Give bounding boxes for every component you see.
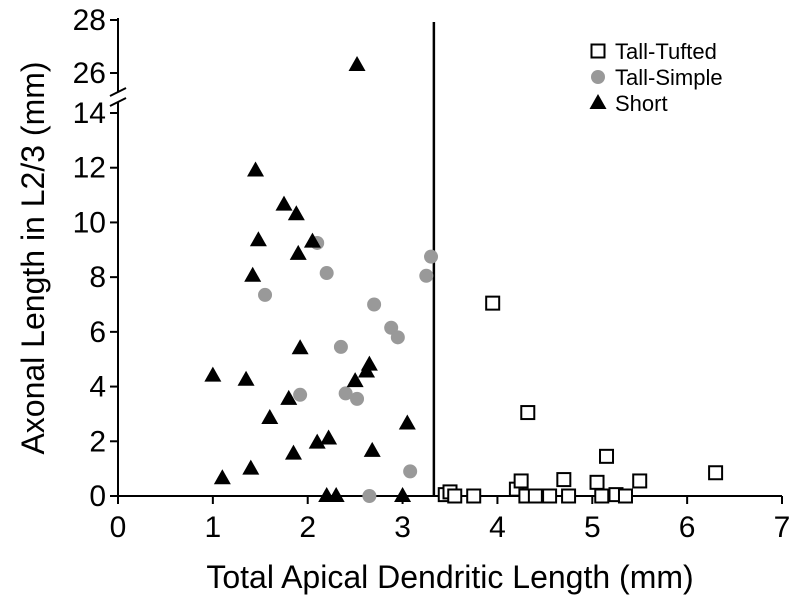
tall-simple-point [362,489,377,503]
short-point [247,161,265,177]
tall-tufted-point [447,488,463,504]
short-point [242,459,260,475]
short-point [346,372,364,388]
short-point [303,232,321,248]
tall-tufted-point [542,488,558,504]
tall-tufted-point [589,474,605,490]
short-point [284,444,302,460]
x-tick-label: 0 [110,511,127,544]
short-point [287,205,305,221]
x-tick-label: 1 [205,511,222,544]
tall-simple-point [319,266,334,281]
short-point [363,441,381,457]
tall-simple-point [403,464,418,479]
tall-simple-point [338,386,353,401]
short-point [308,433,326,449]
y-tick-label: 12 [73,152,106,185]
short-point [348,56,366,72]
short-point [280,389,298,405]
y-tick-label: 8 [89,261,106,294]
short-point [261,409,279,425]
x-tick-label: 4 [489,511,506,544]
data-points [204,56,724,504]
tall-simple-point [350,391,365,406]
x-tick-label: 3 [394,511,411,544]
y-tick-label: 14 [73,97,106,130]
y-tick-label: 26 [73,57,106,90]
legend-marker-short [589,94,607,109]
tall-tufted-point [513,473,529,489]
legend-label-tall-simple: Tall-Simple [615,65,723,90]
tall-tufted-point [632,473,648,489]
y-tick-label: 28 [73,4,106,37]
x-tick-label: 6 [679,511,696,544]
legend-marker-tall-tufted [590,43,606,59]
tall-simple-point [390,330,405,345]
short-point [204,366,222,382]
y-axis-break-mark [109,87,127,97]
tall-tufted-point [485,295,501,311]
short-point [249,231,267,247]
tall-simple-point [333,339,348,354]
y-axis-break-mark [109,97,127,107]
tall-tufted-point [520,405,536,421]
tall-simple-point [419,268,434,283]
tall-tufted-point [466,488,482,504]
y-tick-label: 6 [89,316,106,349]
short-point [327,487,345,502]
short-point [320,429,338,445]
short-point [275,195,293,211]
short-point [289,244,307,260]
x-axis-title: Total Apical Dendritic Length (mm) [206,559,693,595]
x-tick-label: 7 [774,511,791,544]
legend-label-short: Short [615,91,668,116]
tall-tufted-point [708,465,724,481]
tall-simple-point [367,297,382,312]
short-point [213,469,231,485]
short-point [360,355,378,371]
tall-simple-point [258,287,273,302]
short-point [291,339,309,355]
legend-label-tall-tufted: Tall-Tufted [615,39,717,64]
tall-tufted-point [556,472,572,488]
short-point [244,266,262,282]
y-tick-label: 10 [73,206,106,239]
tall-tufted-point [617,488,633,504]
tall-simple-point [293,387,308,402]
legend-marker-tall-simple [591,70,605,84]
x-tick-label: 2 [299,511,316,544]
x-tick-label: 5 [584,511,601,544]
tall-tufted-point [561,488,577,504]
tall-tufted-point [599,448,615,464]
y-tick-label: 4 [89,371,106,404]
tall-tufted-point [594,488,610,504]
y-axis-title: Axonal Length in L2/3 (mm) [15,61,51,454]
short-point [398,414,416,430]
y-tick-label: 0 [89,480,106,513]
tall-simple-point [424,249,439,264]
y-tick-label: 2 [89,425,106,458]
short-point [394,487,412,502]
tall-tufted-point [527,488,543,504]
short-point [237,370,255,386]
